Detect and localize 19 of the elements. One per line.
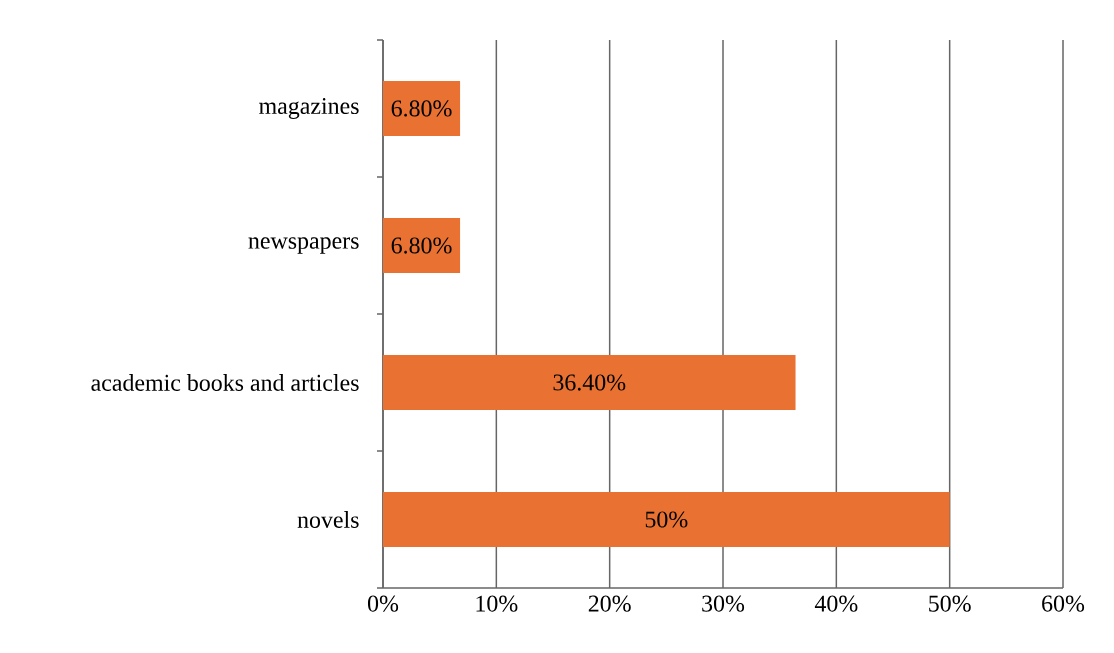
bar xyxy=(383,492,950,547)
x-tick-label: 60% xyxy=(1042,595,1085,612)
bar xyxy=(383,355,796,410)
y-tick-label: newspapers xyxy=(248,237,359,254)
data-label: 50% xyxy=(645,511,688,528)
x-tick-label: 40% xyxy=(814,595,858,612)
y-tick-label: novels xyxy=(297,511,359,528)
data-label: 6.80% xyxy=(391,100,452,117)
x-tick-label: 0% xyxy=(367,595,399,612)
x-tick-label: 50% xyxy=(929,595,971,612)
bar xyxy=(383,218,461,273)
data-label: 6.80% xyxy=(391,237,452,254)
x-tick-label: 30% xyxy=(702,595,745,612)
y-tick-label: academic books and articles xyxy=(91,374,359,391)
x-tick-label: 20% xyxy=(588,595,631,612)
x-tick-label: 10% xyxy=(476,595,518,612)
y-tick-label: magazines xyxy=(259,98,359,119)
data-label: 36.40% xyxy=(553,374,626,391)
bar xyxy=(383,81,461,136)
